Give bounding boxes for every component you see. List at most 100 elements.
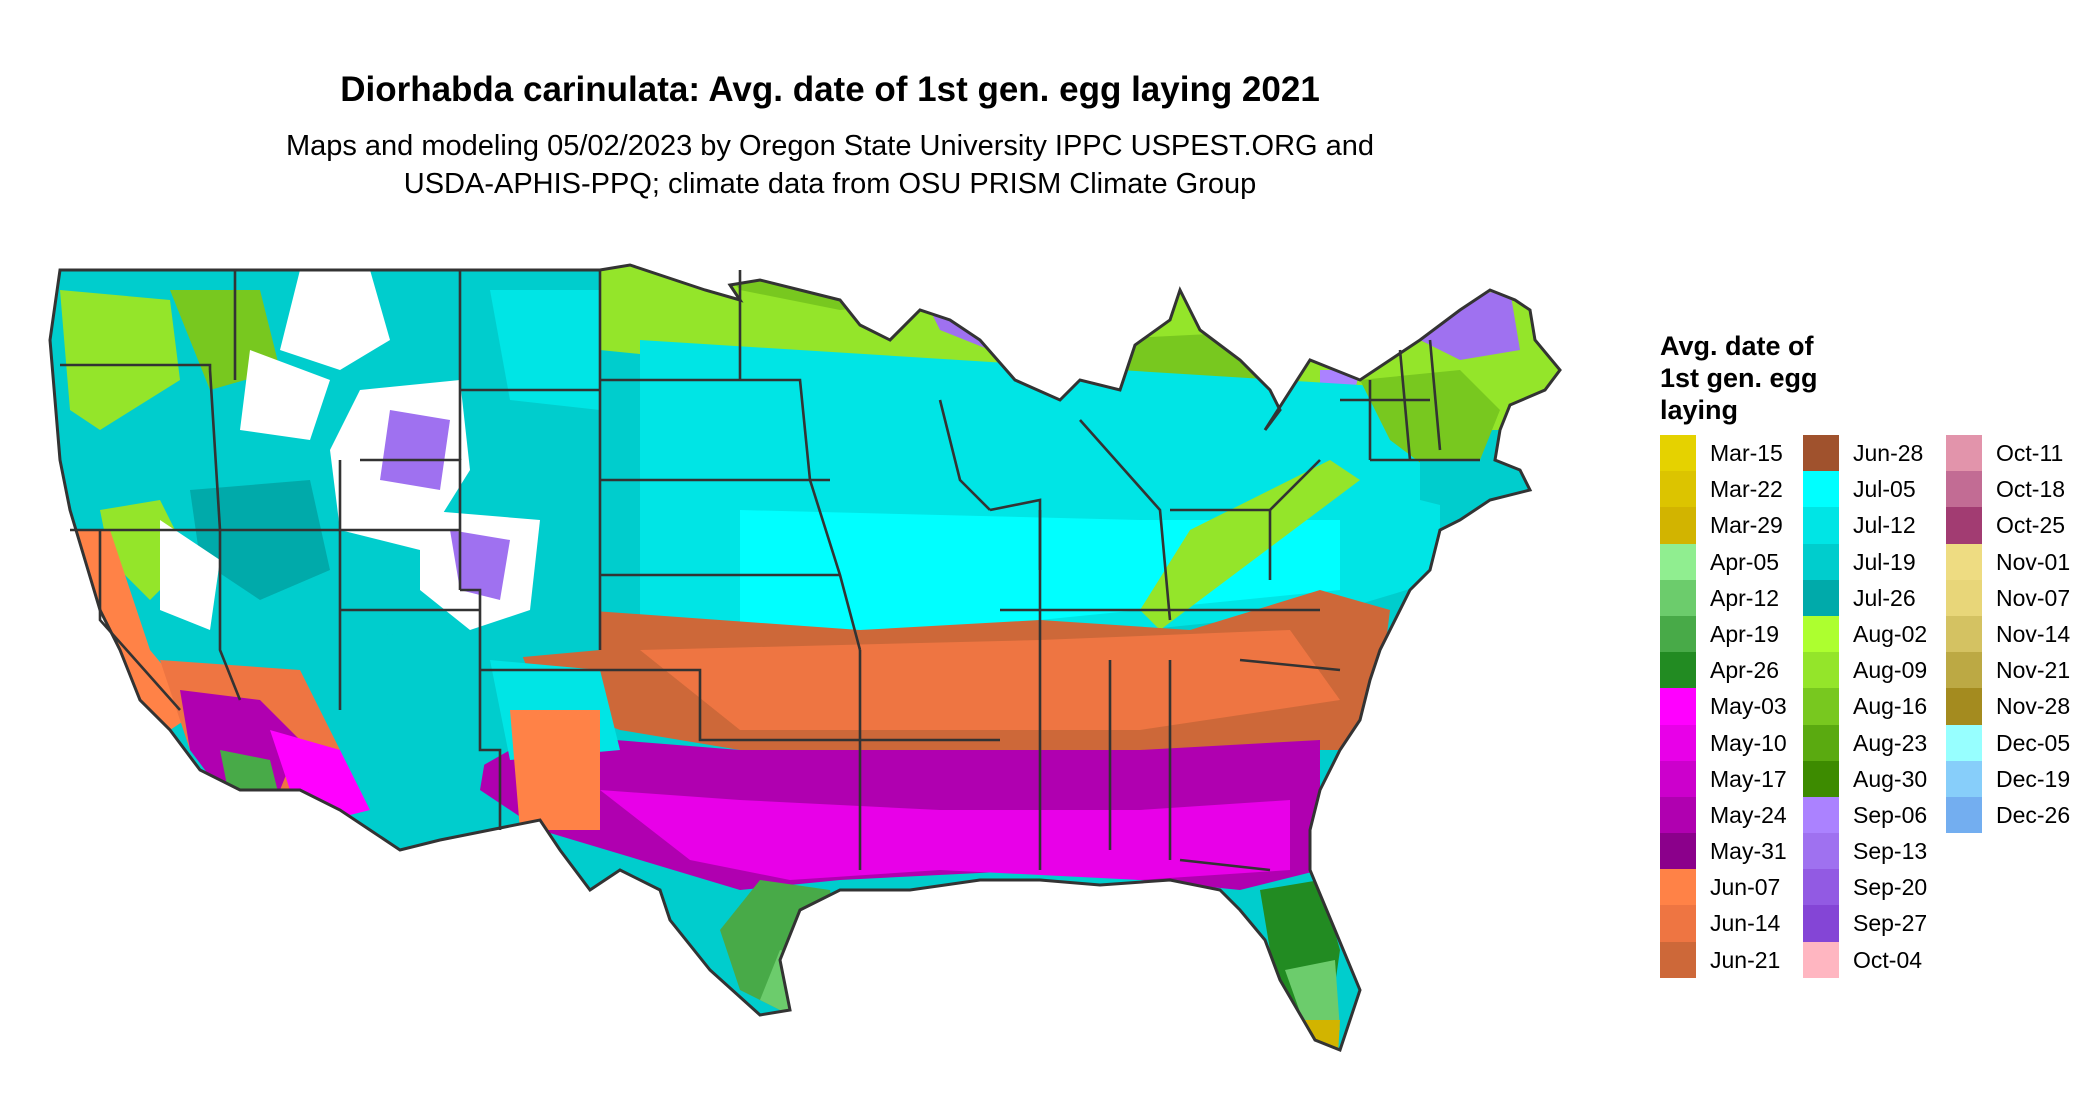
- subtitle-line-2: USDA-APHIS-PPQ; climate data from OSU PR…: [403, 168, 1257, 200]
- legend-item: Dec-26: [1946, 796, 2096, 834]
- legend-item: Sep-13: [1803, 833, 1953, 870]
- legend-label: Nov-07: [1996, 584, 2071, 611]
- legend-label: May-17: [1710, 765, 1787, 792]
- legend-swatch: [1803, 724, 1839, 761]
- legend-label: Sep-27: [1853, 910, 1928, 937]
- legend-swatch: [1803, 688, 1839, 725]
- legend-swatch: [1803, 796, 1839, 834]
- legend-label: Dec-05: [1996, 729, 2071, 756]
- legend-label: May-24: [1710, 801, 1787, 828]
- legend-item: Sep-06: [1803, 796, 1953, 834]
- legend-item: Mar-29: [1660, 507, 1810, 544]
- legend-item: Jun-14: [1660, 905, 1810, 942]
- legend-swatch: [1946, 435, 1982, 472]
- legend-item: Sep-27: [1803, 905, 1953, 942]
- legend-item: Nov-01: [1946, 543, 2096, 580]
- legend-label: Aug-23: [1853, 729, 1928, 756]
- legend-label: Dec-26: [1996, 801, 2071, 828]
- legend-column: Jun-28 Jul-05 Jul-12 Jul-19 Jul-26 Aug-02 Aug-…: [1803, 435, 1953, 978]
- legend-swatch: [1803, 615, 1839, 653]
- legend-swatch: [1660, 796, 1696, 834]
- legend-item: Aug-23: [1803, 724, 1953, 761]
- legend-item: May-10: [1660, 724, 1810, 761]
- legend-swatch: [1803, 652, 1839, 689]
- legend-label: Oct-18: [1996, 476, 2066, 503]
- legend-item: Jun-21: [1660, 941, 1810, 978]
- legend-item: Apr-19: [1660, 615, 1810, 653]
- legend-label: Mar-22: [1710, 476, 1783, 503]
- legend-label: Jul-12: [1853, 512, 1916, 539]
- legend-label: Jul-05: [1853, 476, 1916, 503]
- legend-swatch: [1946, 688, 1982, 725]
- legend-label: Oct-11: [1996, 440, 2064, 466]
- legend-item: Nov-07: [1946, 579, 2096, 616]
- legend-label: May-31: [1710, 838, 1787, 865]
- map-subtitle: Maps and modeling 05/02/2023 by Oregon S…: [0, 127, 1660, 203]
- legend-item: Oct-11: [1946, 435, 2096, 472]
- legend-label: Oct-25: [1996, 512, 2066, 539]
- legend-title-line-3: laying: [1660, 395, 1739, 425]
- subtitle-line-1: Maps and modeling 05/02/2023 by Oregon S…: [285, 130, 1375, 162]
- legend-label: Jun-28: [1853, 440, 1924, 466]
- legend-label: May-10: [1710, 729, 1787, 756]
- legend-item: Aug-30: [1803, 760, 1953, 797]
- legend-label: Apr-12: [1710, 584, 1780, 611]
- legend-swatch: [1660, 941, 1696, 978]
- legend-item: Jul-26: [1803, 579, 1953, 616]
- legend-label: Sep-06: [1853, 801, 1928, 828]
- legend-item: Nov-14: [1946, 615, 2096, 653]
- legend-label: Jul-26: [1853, 584, 1916, 611]
- legend-label: Apr-19: [1710, 620, 1780, 647]
- legend-swatch: [1660, 833, 1696, 870]
- legend-swatch: [1946, 760, 1982, 797]
- legend-swatch: [1946, 652, 1982, 689]
- legend-swatch: [1660, 688, 1696, 725]
- legend-label: Apr-26: [1710, 657, 1780, 684]
- state-borders: [60, 270, 1480, 872]
- legend-item: Jun-28: [1803, 435, 1953, 472]
- legend-item: Dec-05: [1946, 724, 2096, 761]
- legend-label: Nov-21: [1996, 657, 2071, 684]
- legend-swatch: [1946, 471, 1982, 508]
- legend-label: Mar-15: [1710, 440, 1783, 466]
- map-title: Diorhabda carinulata: Avg. date of 1st g…: [340, 70, 1320, 109]
- legend-item: Nov-28: [1946, 688, 2096, 725]
- legend-item: Nov-21: [1946, 652, 2096, 689]
- legend-swatch: [1946, 507, 1982, 544]
- legend-item: Jul-12: [1803, 507, 1953, 544]
- us-map: [40, 230, 1640, 1070]
- legend-label: Nov-01: [1996, 548, 2071, 575]
- legend-item: May-24: [1660, 796, 1810, 834]
- legend-item: Oct-04: [1803, 941, 1953, 978]
- legend-label: Jun-21: [1710, 946, 1781, 973]
- legend-swatch: [1803, 869, 1839, 906]
- legend-item: Mar-15: [1660, 435, 1810, 472]
- legend-label: Nov-14: [1996, 620, 2071, 647]
- legend-item: Apr-26: [1660, 652, 1810, 689]
- legend-title-line-1: Avg. date of: [1660, 331, 1814, 361]
- legend-item: Apr-05: [1660, 543, 1810, 580]
- legend-swatch: [1660, 507, 1696, 544]
- legend-item: Aug-09: [1803, 652, 1953, 689]
- legend-label: Oct-04: [1853, 946, 1923, 973]
- legend-item: Aug-02: [1803, 615, 1953, 653]
- legend-swatch: [1803, 905, 1839, 942]
- legend-swatch: [1946, 796, 1982, 834]
- legend-label: May-03: [1710, 693, 1787, 720]
- legend-swatch: [1660, 869, 1696, 906]
- legend-label: Apr-05: [1710, 548, 1780, 575]
- legend-swatch: [1803, 471, 1839, 508]
- legend-swatch: [1660, 615, 1696, 653]
- legend-swatch: [1660, 471, 1696, 508]
- legend-swatch: [1660, 543, 1696, 580]
- legend-swatch: [1803, 833, 1839, 870]
- legend-swatch: [1803, 435, 1839, 472]
- legend-item: May-31: [1660, 833, 1810, 870]
- legend-item: Oct-18: [1946, 471, 2096, 508]
- legend-title-line-2: 1st gen. egg: [1660, 363, 1818, 393]
- legend-label: Jul-19: [1853, 548, 1916, 575]
- legend-label: Nov-28: [1996, 693, 2071, 720]
- legend-label: Mar-29: [1710, 512, 1783, 539]
- legend-item: Oct-25: [1946, 507, 2096, 544]
- legend-swatch: [1946, 724, 1982, 761]
